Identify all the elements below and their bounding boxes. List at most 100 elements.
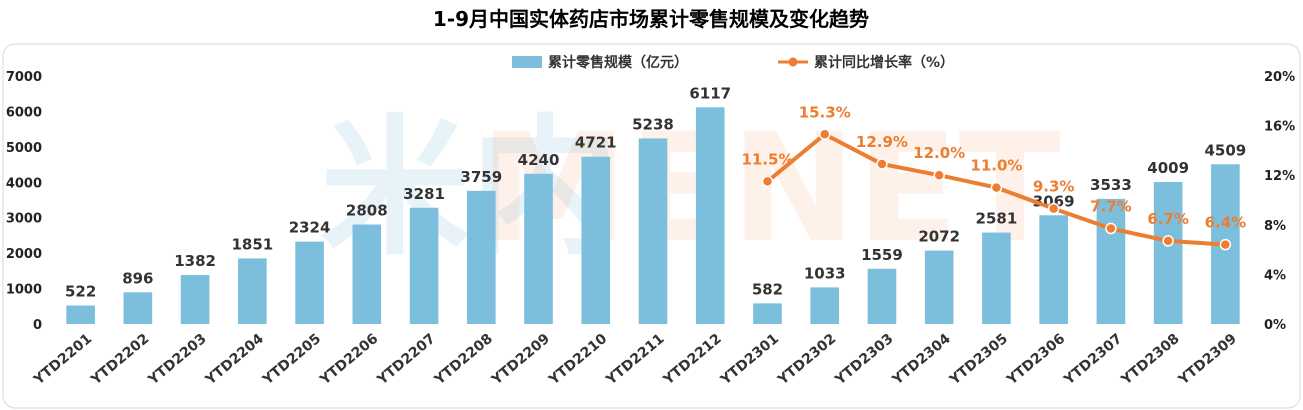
x-tick-label: YTD2208 (431, 331, 496, 389)
x-tick-label: YTD2207 (374, 331, 439, 389)
legend-swatch-bars (512, 56, 542, 68)
bar (66, 305, 95, 324)
x-tick-label: YTD2301 (717, 331, 782, 389)
x-tick-label: YTD2308 (1118, 331, 1183, 389)
bar-value-label: 4721 (575, 134, 617, 152)
legend-label-line: 累计同比增长率（%） (814, 54, 954, 71)
x-tick-label: YTD2211 (603, 331, 668, 389)
bar-value-label: 4509 (1205, 141, 1247, 159)
y-right-tick-label: 8% (1264, 219, 1286, 234)
growth-point (1047, 202, 1060, 215)
x-tick-label: YTD2212 (660, 331, 725, 389)
bar (466, 190, 496, 324)
y-left-tick-label: 1000 (6, 283, 42, 298)
growth-point (1105, 222, 1117, 235)
watermark-right: MENET (479, 102, 1061, 276)
growth-point (1162, 235, 1174, 247)
y-left-tick-label: 6000 (6, 105, 42, 120)
x-tick-label: YTD2204 (202, 331, 267, 389)
x-tick-label: YTD2305 (946, 331, 1011, 389)
x-tick-label: YTD2206 (316, 331, 381, 389)
y-left-tick-label: 2000 (6, 247, 42, 262)
bar (180, 275, 210, 324)
growth-value-label: 9.3% (1033, 178, 1075, 196)
bar (1039, 215, 1068, 324)
bar (238, 258, 267, 324)
growth-point (990, 181, 1003, 194)
bar (1096, 198, 1126, 324)
bar-value-label: 2072 (918, 228, 960, 246)
bar (295, 241, 324, 324)
bar-value-label: 3533 (1090, 176, 1132, 194)
growth-value-label: 6.7% (1147, 210, 1189, 228)
x-tick-label: YTD2307 (1061, 331, 1126, 389)
bar (524, 173, 553, 324)
y-left-tick-label: 0 (33, 318, 42, 333)
x-tick-label: YTD2202 (88, 331, 153, 389)
x-tick-label: YTD2304 (889, 331, 954, 389)
plot-frame (2, 43, 1301, 409)
bar-value-label: 522 (65, 283, 96, 301)
bar (867, 268, 897, 324)
legend: 累计零售规模（亿元） 累计同比增长率（%） (512, 54, 954, 71)
y-left-tick-label: 7000 (6, 70, 42, 85)
x-tick-label: YTD2205 (259, 331, 324, 389)
growth-value-label: 11.5% (741, 150, 793, 168)
bar (695, 107, 725, 324)
growth-value-label: 12.0% (913, 144, 965, 162)
bar (123, 292, 153, 324)
bar-value-label: 4240 (518, 151, 560, 169)
bar-value-label: 4009 (1147, 159, 1189, 177)
bar-series (66, 107, 1240, 324)
growth-point (933, 169, 945, 181)
growth-value-label: 15.3% (799, 103, 851, 121)
growth-point (876, 158, 888, 170)
bar-value-label: 6117 (689, 84, 731, 102)
growth-value-label: 12.9% (856, 133, 908, 151)
bar (638, 138, 668, 324)
x-tick-label: YTD2203 (145, 331, 210, 389)
bar-value-label: 1851 (231, 235, 273, 253)
growth-value-label: 6.4% (1205, 214, 1247, 232)
bar-value-label: 896 (122, 269, 153, 287)
bar-value-label: 1033 (804, 264, 846, 282)
bar-value-label: 582 (752, 280, 783, 298)
bar (982, 232, 1011, 324)
bar-value-label: 1382 (174, 252, 216, 270)
y-left-tick-label: 4000 (6, 176, 42, 191)
x-tick-label: YTD2306 (1003, 331, 1068, 389)
y-right-tick-label: 20% (1264, 70, 1295, 85)
growth-point (818, 128, 831, 141)
bar (924, 250, 954, 324)
legend-label-bars: 累计零售规模（亿元） (548, 54, 688, 71)
growth-value-label: 11.0% (970, 157, 1022, 175)
x-tick-label: YTD2201 (30, 331, 95, 389)
growth-point (761, 175, 774, 188)
growth-point (1219, 238, 1232, 251)
growth-value-label: 7.7% (1090, 198, 1132, 216)
bar (1153, 181, 1183, 324)
bar (352, 224, 382, 324)
y-axis-left: 0 1000 2000 3000 4000 5000 6000 7000 (6, 70, 42, 333)
y-axis-right: 0% 4% 8% 12% 16% 20% (1264, 70, 1295, 333)
bar (810, 287, 840, 324)
bar-value-label: 2581 (976, 210, 1018, 228)
legend-swatch-marker (788, 57, 798, 67)
bar (409, 207, 439, 324)
x-tick-label: YTD2309 (1175, 331, 1240, 389)
y-right-tick-label: 12% (1264, 169, 1295, 184)
x-tick-label: YTD2210 (545, 331, 610, 389)
bar-value-label: 2324 (289, 219, 331, 237)
bar (581, 156, 611, 324)
bar-value-label: 2808 (346, 202, 388, 220)
bar (753, 303, 782, 324)
y-right-tick-label: 4% (1264, 268, 1286, 283)
x-axis: YTD2201YTD2202YTD2203YTD2204YTD2205YTD22… (30, 331, 1240, 389)
y-right-tick-label: 0% (1264, 318, 1286, 333)
y-left-tick-label: 3000 (6, 212, 42, 227)
x-tick-label: YTD2303 (832, 331, 897, 389)
x-tick-label: YTD2209 (488, 331, 553, 389)
chart-title: 1-9月中国实体药店市场累计零售规模及变化趋势 (433, 7, 869, 31)
bar-value-label: 3759 (460, 168, 502, 186)
